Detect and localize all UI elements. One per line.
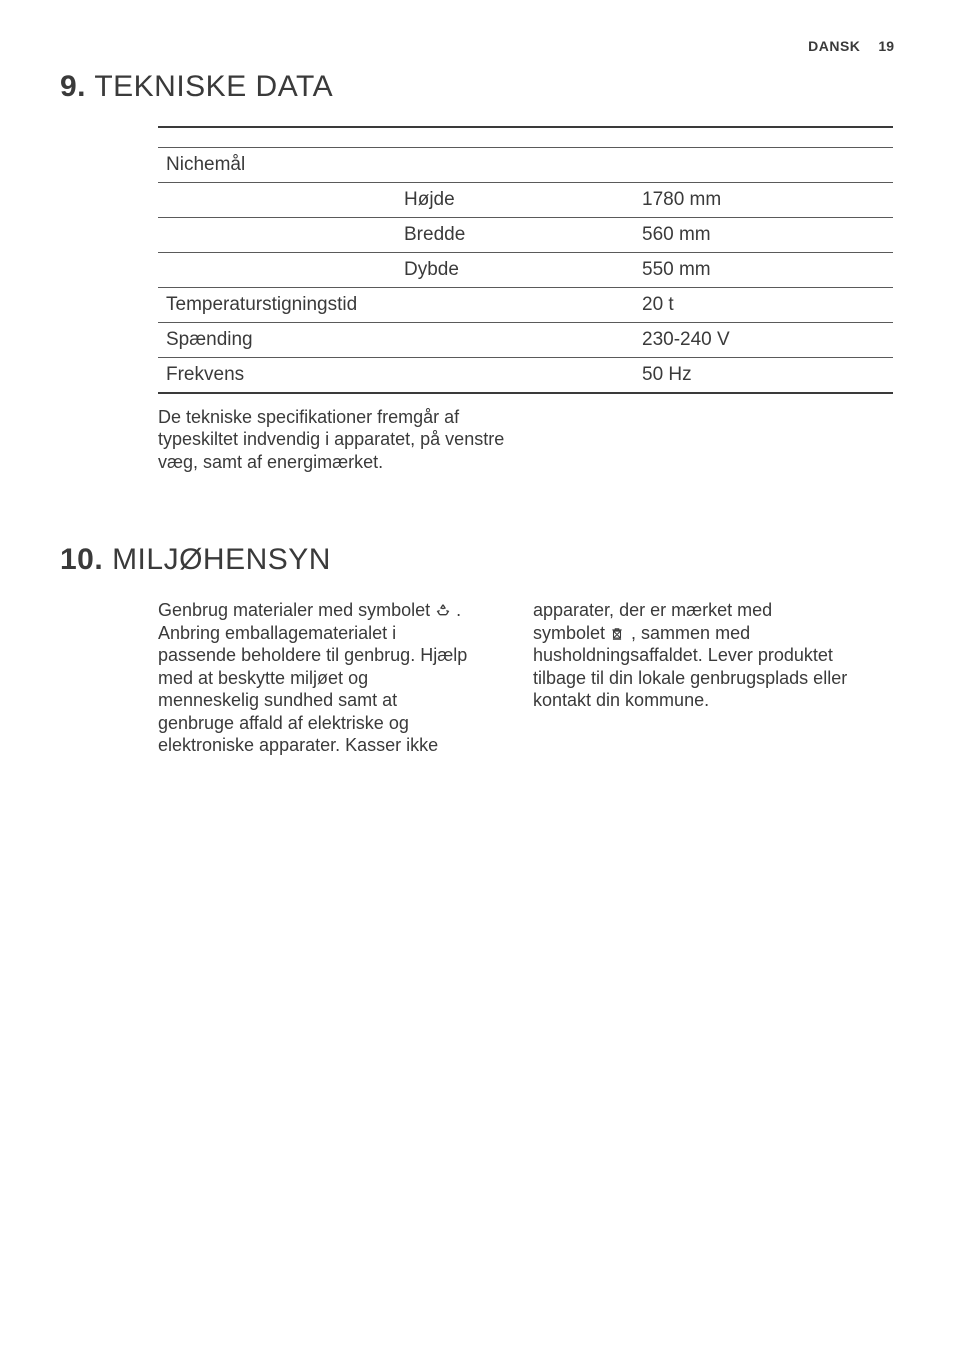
table-row: Dybde 550 mm [158,252,893,287]
page-number: 19 [878,38,894,54]
table-cell: Højde [396,182,634,217]
recycle-arrows-icon [435,601,451,617]
technical-data-table: Nichemål Højde 1780 mm Bredde 560 mm Dyb… [158,126,893,394]
table-cell [396,147,634,182]
table-footnote: De tekniske specifikationer fremgår af t… [158,406,518,474]
language-label: DANSK [808,38,860,54]
table-cell: Nichemål [158,147,396,182]
section-9-title: 9. TEKNISKE DATA [60,70,894,104]
table-cell: 560 mm [634,217,893,252]
page-header: DANSK 19 [60,38,894,54]
table-cell: 230-240 V [634,322,893,357]
section-10-col-1: Genbrug materialer med symbolet . Anbrin… [158,599,473,757]
table-cell: 550 mm [634,252,893,287]
table-cell: Bredde [396,217,634,252]
section-10-body: Genbrug materialer med symbolet . Anbrin… [158,599,894,757]
section-10-heading: MILJØHENSYN [112,543,331,576]
table-row: Temperaturstigningstid 20 t [158,287,893,322]
table-cell: Spænding [158,322,634,357]
table-row: Nichemål [158,147,893,182]
table-cell [158,252,396,287]
col1-text-part1: Genbrug materialer med symbolet [158,600,435,620]
table-cell: 50 Hz [634,357,893,393]
col1-text-part2: . Anbring emballagematerialet i passende… [158,600,467,755]
table-row: Spænding 230-240 V [158,322,893,357]
table-cell: Temperaturstigningstid [158,287,634,322]
table-cell: 1780 mm [634,182,893,217]
table-cell: 20 t [634,287,893,322]
section-9-heading: TEKNISKE DATA [94,70,333,103]
section-10-title: 10. MILJØHENSYN [60,543,894,577]
table-cell: Frekvens [158,357,634,393]
table-row: Frekvens 50 Hz [158,357,893,393]
table-cell [158,217,396,252]
table-cell [158,182,396,217]
section-9-number: 9. [60,70,86,103]
section-10-number: 10. [60,543,103,576]
table-cell: Dybde [396,252,634,287]
table-row: Højde 1780 mm [158,182,893,217]
table-spacer-row [158,127,893,147]
section-10-col-2: apparater, der er mærket med symbolet , … [533,599,848,757]
crossed-bin-icon [610,624,626,640]
table-row: Bredde 560 mm [158,217,893,252]
table-cell [634,147,893,182]
